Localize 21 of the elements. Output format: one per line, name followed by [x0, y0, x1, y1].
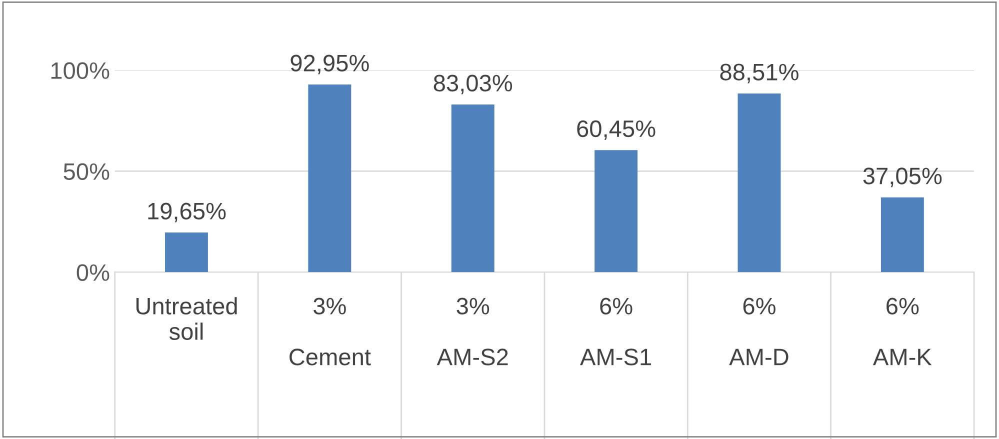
bar — [308, 84, 352, 272]
data-label: 92,95% — [290, 54, 369, 74]
bar — [738, 93, 781, 272]
category-label: 6% AM-S1 — [580, 298, 651, 366]
data-label: 83,03% — [434, 74, 512, 94]
bar — [165, 232, 208, 272]
bar — [451, 104, 494, 272]
category-label: 3% AM-S2 — [436, 298, 508, 366]
y-tick-label: 50% — [64, 163, 110, 180]
data-label: 37,05% — [863, 168, 942, 188]
data-label: 19,65% — [148, 202, 226, 222]
category-label: 6% AM-D — [729, 298, 788, 366]
x-tick-label: Untreated soil — [136, 297, 237, 340]
data-label: 60,45% — [577, 120, 656, 140]
bar — [880, 197, 924, 272]
bar — [594, 150, 638, 272]
category-label: 6% AM-K — [872, 298, 932, 366]
data-label: 88,51% — [720, 64, 798, 84]
y-tick-label: 100% — [51, 62, 110, 80]
y-tick-label: 0% — [76, 264, 110, 281]
category-label: 3% Cement — [290, 298, 371, 366]
